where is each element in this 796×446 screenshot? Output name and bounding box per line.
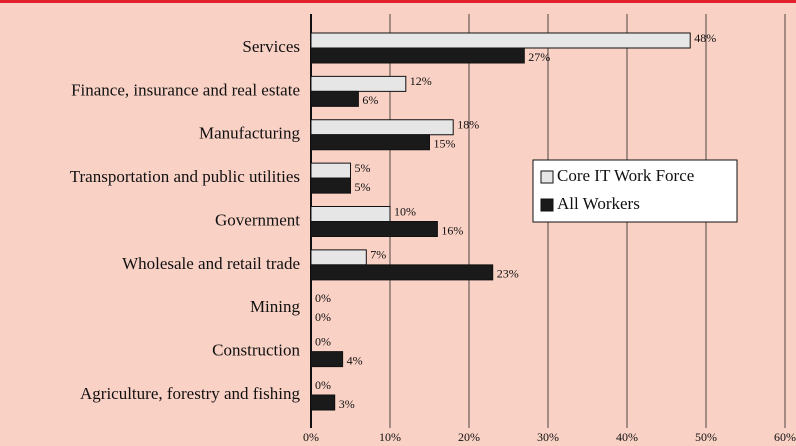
value-label: 10% (394, 204, 416, 218)
y-tick-label: Transportation and public utilities (70, 167, 300, 186)
bar (310, 206, 391, 222)
bar (310, 134, 430, 151)
bar (310, 47, 525, 64)
x-tick-label: 60% (774, 430, 796, 444)
value-label: 27% (528, 50, 550, 64)
top-border (0, 0, 796, 3)
legend-box (532, 159, 738, 223)
value-label: 7% (370, 248, 386, 262)
bar (310, 32, 691, 49)
value-label: 16% (441, 223, 463, 237)
value-label: 5% (355, 180, 371, 194)
y-tick-label: Manufacturing (199, 124, 301, 143)
bar (310, 249, 367, 266)
value-label: 4% (347, 353, 363, 367)
value-label: 23% (497, 267, 519, 281)
bar (310, 75, 407, 92)
y-tick-label: Mining (250, 297, 301, 316)
bar (310, 394, 336, 411)
y-tick-label: Services (242, 37, 300, 56)
bar (310, 162, 351, 179)
x-tick-label: 10% (379, 430, 401, 444)
value-label: 18% (457, 118, 479, 132)
x-tick-label: 50% (695, 430, 717, 444)
y-tick-label: Wholesale and retail trade (122, 254, 300, 273)
y-tick-label: Government (215, 210, 300, 229)
value-label: 0% (315, 378, 331, 392)
value-label: 3% (339, 397, 355, 411)
value-label: 48% (694, 31, 716, 45)
x-tick-label: 20% (458, 430, 480, 444)
legend-label: Core IT Work Force (557, 166, 694, 185)
bar (310, 90, 359, 107)
value-label: 0% (315, 291, 331, 305)
y-tick-label: Construction (212, 341, 300, 360)
legend-label: All Workers (557, 194, 640, 213)
value-label: 0% (315, 334, 331, 348)
x-tick-label: 30% (537, 430, 559, 444)
value-label: 6% (362, 93, 378, 107)
bar (310, 119, 454, 136)
bar (310, 264, 494, 281)
legend-swatch (540, 170, 554, 184)
x-tick-label: 40% (616, 430, 638, 444)
bar (310, 221, 438, 237)
value-label: 12% (410, 74, 432, 88)
x-tick-label: 0% (303, 430, 319, 444)
y-tick-label: Finance, insurance and real estate (71, 80, 300, 99)
bar (310, 177, 351, 194)
bar (310, 351, 344, 368)
value-label: 15% (434, 137, 456, 151)
legend-swatch (540, 198, 554, 212)
y-tick-label: Agriculture, forestry and fishing (80, 384, 300, 403)
value-label: 0% (315, 310, 331, 324)
value-label: 5% (355, 161, 371, 175)
